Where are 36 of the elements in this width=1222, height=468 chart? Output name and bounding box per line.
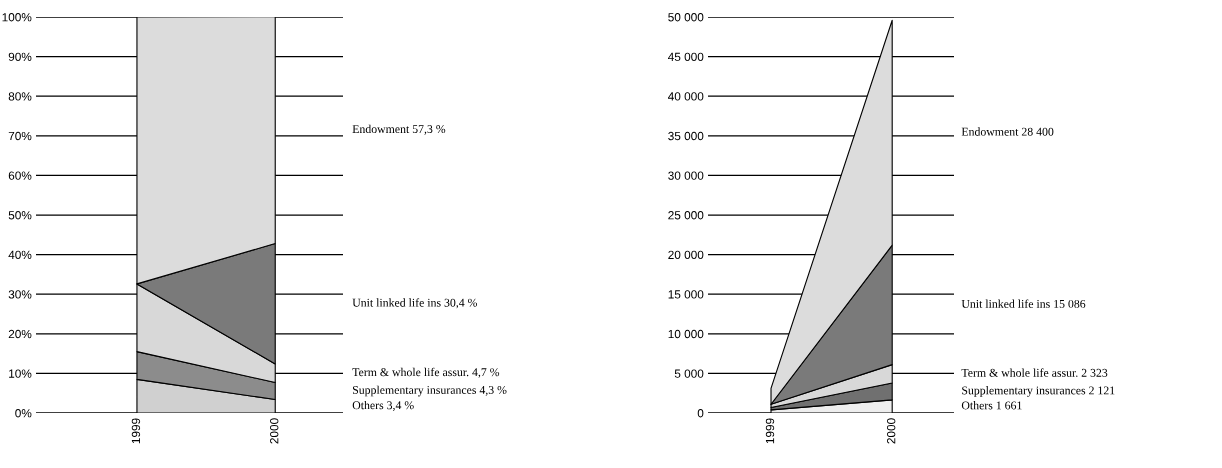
- y-tick-label: 25 000: [668, 211, 704, 220]
- y-tick-label: 90%: [8, 52, 32, 61]
- y-tick-label: 50 000: [668, 13, 704, 22]
- y-tick-label: 5 000: [674, 369, 704, 378]
- y-tick-label: 0%: [15, 409, 32, 418]
- y-tick-label: 15 000: [668, 290, 704, 299]
- y-tick-label: 30%: [8, 290, 32, 299]
- text: Supplementary insurances 2 121: [962, 386, 1115, 397]
- x-tick-label: 1999: [131, 418, 141, 444]
- text: Others 3,4 %: [352, 400, 414, 411]
- y-tick-label: 0: [697, 409, 704, 418]
- y-tick-label: 40 000: [668, 92, 704, 101]
- text: Term & whole life assur. 2 323: [961, 368, 1108, 377]
- y-tick-label: 10%: [9, 369, 32, 378]
- text: Endowment 57,3 %: [352, 124, 446, 135]
- y-tick-label: 20%: [8, 329, 32, 339]
- y-tick-label: 50%: [8, 211, 32, 220]
- text: Unit linked life ins 30,4 %: [352, 298, 478, 309]
- text: Term & whole life assur. 4,7 %: [352, 367, 500, 378]
- y-tick-label: 40%: [8, 250, 32, 259]
- y-tick-label: 45 000: [668, 52, 704, 61]
- y-tick-label: 70%: [8, 131, 32, 141]
- y-tick-label: 80%: [8, 92, 32, 101]
- y-tick-label: 60%: [8, 171, 32, 180]
- text: Others 1 661: [961, 401, 1022, 410]
- y-tick-label: 20 000: [668, 250, 704, 259]
- text: Endowment 28 400: [961, 127, 1054, 136]
- y-tick-label: 35 000: [668, 131, 704, 141]
- x-tick-label: 2000: [887, 418, 896, 444]
- x-tick-label: 1999: [765, 418, 775, 444]
- text: Supplementary insurances 4,3 %: [353, 385, 507, 397]
- y-tick-label: 30 000: [668, 171, 704, 180]
- y-tick-label: 100%: [2, 13, 32, 22]
- x-tick-label: 2000: [270, 418, 279, 444]
- y-tick-label: 10 000: [668, 329, 704, 339]
- text: Unit linked life ins 15 086: [961, 299, 1086, 308]
